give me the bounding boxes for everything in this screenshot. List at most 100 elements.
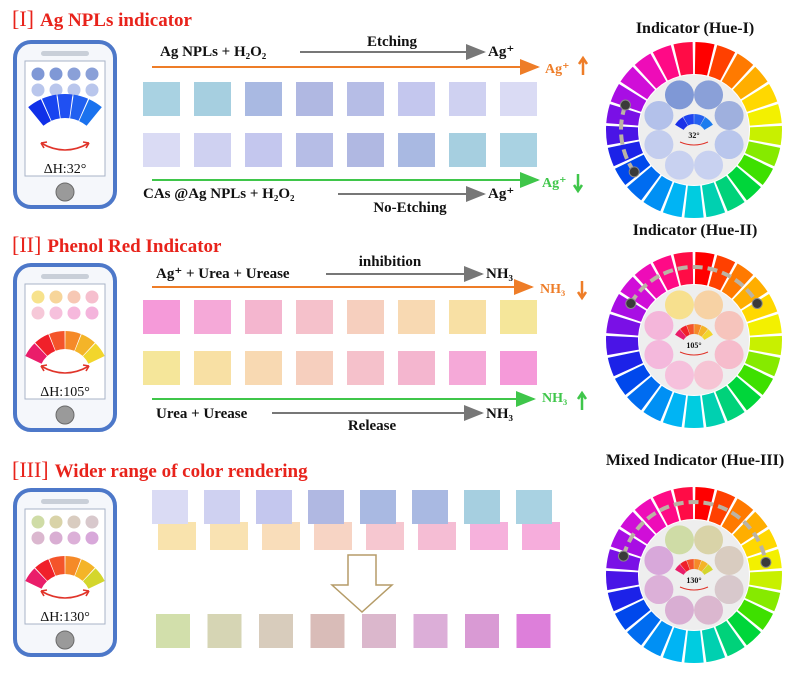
reaction-2-bottom-label: Release <box>348 418 397 434</box>
sample-dot <box>67 531 81 545</box>
arrowhead-icon <box>40 364 48 372</box>
sample-dot <box>664 290 694 320</box>
hue-segment <box>745 586 781 612</box>
fan-segment <box>74 559 95 581</box>
hue-segment <box>662 627 687 663</box>
hue-segment <box>747 104 782 126</box>
fan-segment <box>41 94 60 121</box>
reaction-2-bottom-product: NH₃ <box>486 406 514 422</box>
color-swatch <box>366 522 404 550</box>
sample-dot <box>694 290 724 320</box>
sample-dot <box>67 290 81 304</box>
sample-dot <box>67 83 81 97</box>
hue-segment <box>715 385 745 422</box>
wheel-center <box>639 285 749 395</box>
fan-segment <box>701 564 713 575</box>
hue-segment <box>701 392 726 428</box>
hue-readout: ΔH:105° <box>40 385 90 400</box>
hue-segment <box>643 385 673 422</box>
phone-speaker <box>41 499 89 504</box>
hue-segment <box>749 335 782 356</box>
sample-dot <box>694 595 724 625</box>
hue-range-arc <box>621 500 768 563</box>
reaction-1-bottom-label: No-Etching <box>373 200 447 216</box>
reaction-2-top-left: Ag⁺ + Urea + Urease <box>156 266 290 282</box>
color-swatch <box>449 300 486 334</box>
sample-dot <box>67 515 81 529</box>
sample-dot <box>644 575 674 605</box>
arrowhead-icon <box>40 141 48 149</box>
color-swatch <box>296 300 333 334</box>
phone-3: ΔH:130° <box>13 488 117 657</box>
color-swatch <box>516 490 552 524</box>
hue-segment <box>634 53 667 89</box>
hue-segment <box>643 175 673 212</box>
fan-segment <box>35 334 56 356</box>
mixed-color-swatch <box>156 614 190 648</box>
hue-segment <box>606 104 641 126</box>
hue-segment <box>694 42 715 76</box>
fan-segment <box>680 560 690 572</box>
sample-dot <box>714 545 744 575</box>
color-swatch <box>194 300 231 334</box>
color-swatch <box>449 133 486 167</box>
sample-dot <box>694 150 724 180</box>
reaction-2-bottom-side: NH₃ <box>542 391 567 406</box>
color-swatch <box>245 133 282 167</box>
mixed-color-swatch <box>207 614 242 648</box>
range-marker <box>619 99 631 111</box>
color-swatch <box>398 351 435 385</box>
mixed-color-swatch <box>310 614 345 648</box>
reaction-1-top-product: Ag⁺ <box>488 44 514 60</box>
hue-wheel-2: 105° <box>606 252 782 429</box>
phone-2: ΔH:105° <box>13 263 117 432</box>
hue-segment <box>727 611 761 646</box>
hue-segment <box>607 586 643 612</box>
sample-dot <box>644 545 674 575</box>
wheel-angle-label: 105° <box>686 341 701 350</box>
sample-dot <box>85 83 99 97</box>
fan-segment <box>694 559 702 570</box>
sample-dot <box>714 340 744 370</box>
color-swatch <box>194 351 231 385</box>
color-swatch <box>398 133 435 167</box>
sample-dot <box>644 100 674 130</box>
hue-segment <box>727 166 761 201</box>
hue-shift-arrow-icon <box>40 142 90 151</box>
reaction-2-top-label: inhibition <box>359 254 422 270</box>
fan-segment <box>79 99 102 126</box>
color-swatch <box>347 133 384 167</box>
hue-segment <box>749 570 782 591</box>
range-marker <box>628 166 640 178</box>
fan-segment <box>25 568 47 589</box>
hue-wheel-3: 130° <box>606 487 782 664</box>
phone-1: ΔH:32° <box>13 40 117 209</box>
sample-dot <box>664 80 694 110</box>
color-swatch <box>245 82 282 116</box>
color-swatch <box>194 82 231 116</box>
fan-segment <box>698 325 708 337</box>
reaction-1-top-label: Etching <box>367 34 418 50</box>
phone-hue-fan <box>25 556 105 589</box>
reaction-1-bottom-left: CAs @Ag NPLs + H₂O₂ <box>143 186 295 202</box>
section-2-numeral: [II] <box>12 232 42 257</box>
color-swatch <box>449 351 486 385</box>
fan-segment <box>675 117 688 130</box>
sample-dot <box>49 83 63 97</box>
sample-dot <box>664 525 694 555</box>
fan-segment <box>83 568 105 589</box>
fan-segment <box>83 343 105 364</box>
hue-segment <box>741 84 778 112</box>
down-arrow-icon <box>330 554 394 614</box>
sample-dot <box>714 100 744 130</box>
hue-segment <box>737 599 774 631</box>
home-button <box>55 182 75 202</box>
increase-arrow-icon <box>577 55 589 75</box>
section-2-title-text: Phenol Red Indicator <box>47 236 222 257</box>
hue-segment <box>684 185 704 219</box>
mix-down-arrow <box>330 554 394 614</box>
color-swatch <box>143 133 180 167</box>
sample-dot <box>31 67 45 81</box>
sample-dot <box>644 310 674 340</box>
section-1-top-reaction: Ag NPLs + H₂O₂ Etching Ag⁺ Ag⁺ <box>152 34 589 77</box>
